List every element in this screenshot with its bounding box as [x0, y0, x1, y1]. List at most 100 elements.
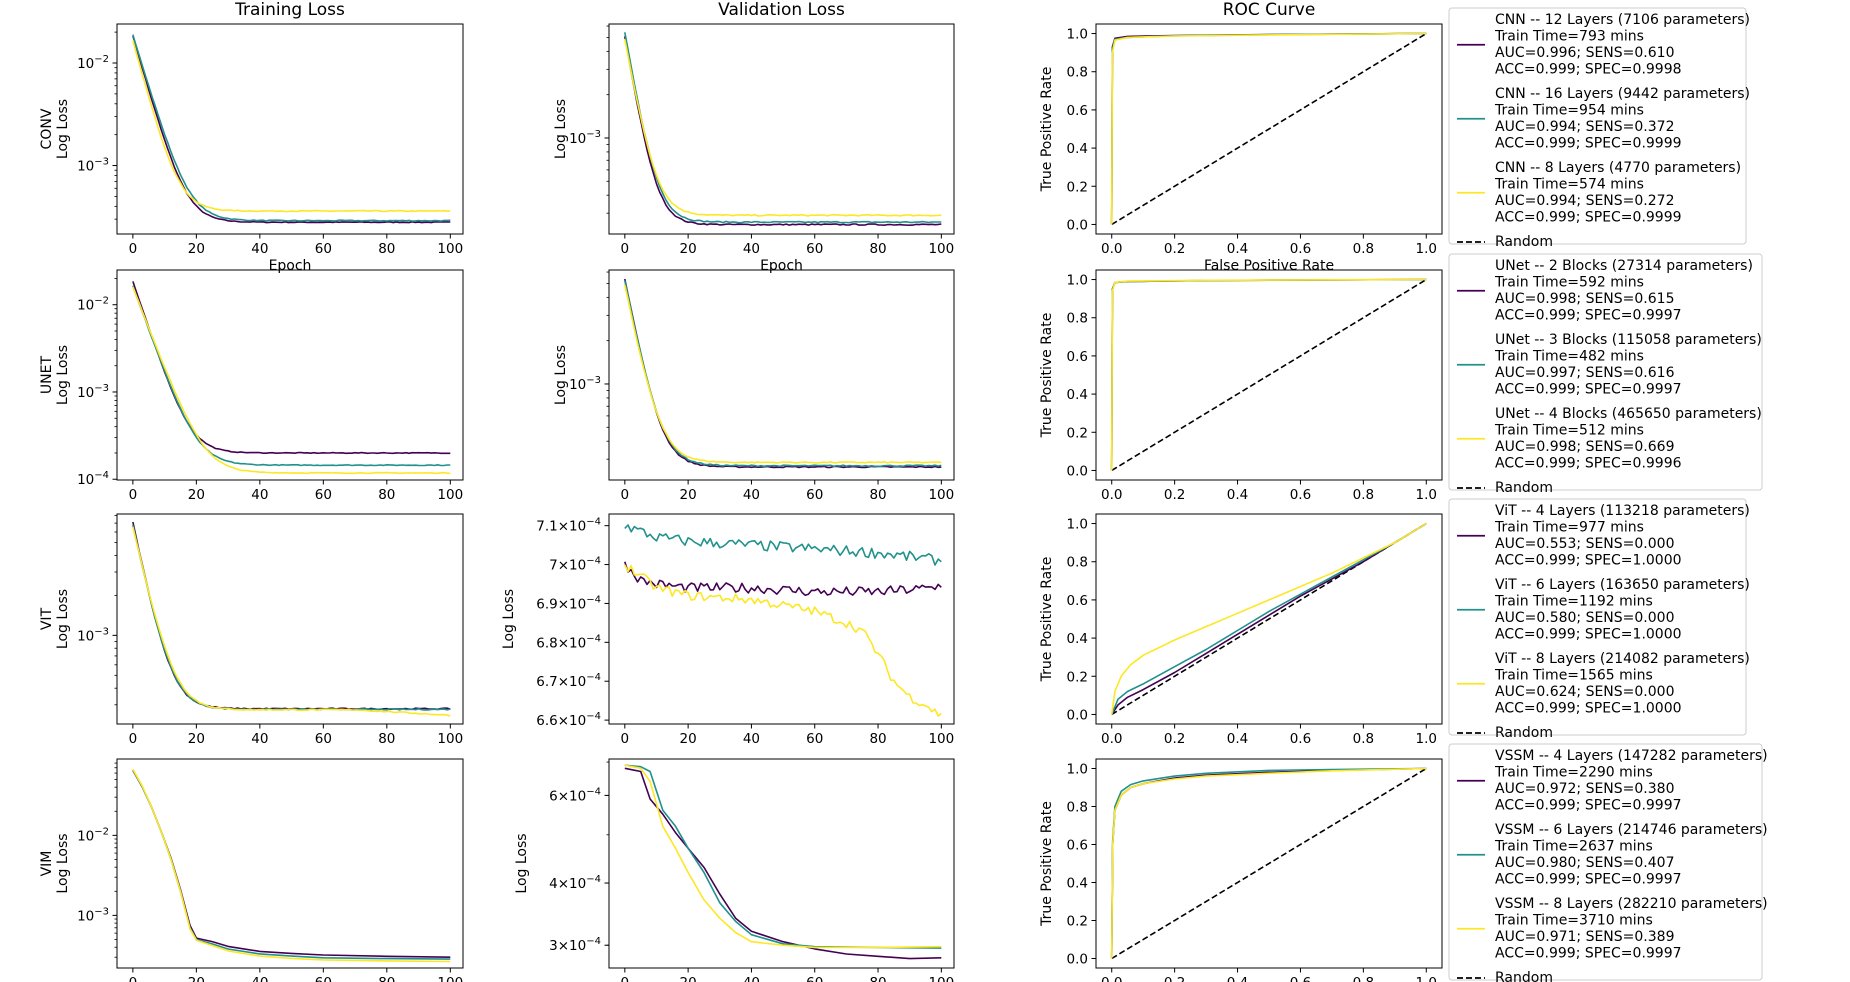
legend-text: AUC=0.972; SENS=0.380 [1495, 781, 1674, 797]
panel-r0-c2: 0.0 0.2 0.4 0.6 0.8 1.0 0.0 0.2 0.4 0.6 0.8 1.0 Fals… [1039, 7, 1750, 274]
x-tick-label: 1.0 [1416, 975, 1437, 982]
series-line-yellow [624, 564, 942, 717]
series-line-purple [132, 769, 451, 958]
axes-frame [116, 269, 464, 481]
x-tick-label: 0.6 [1290, 975, 1311, 982]
model-label: CONV [39, 108, 55, 149]
y-tick-label: 6.6×10−4 [536, 711, 601, 729]
y-tick-label: 10−2 [77, 54, 109, 72]
x-tick-label: 0.2 [1164, 487, 1185, 503]
legend-text: AUC=0.980; SENS=0.407 [1495, 855, 1674, 871]
legend-text: ACC=0.999; SPEC=1.0000 [1495, 553, 1682, 569]
x-tick-label: 100 [437, 975, 463, 982]
legend-box [1448, 498, 1747, 736]
x-tick-label: 100 [928, 487, 954, 503]
legend-text: Train Time=482 mins [1494, 349, 1644, 365]
model-label: UNET [39, 355, 55, 394]
x-tick-label: 0.0 [1101, 975, 1122, 982]
x-tick-label: 0.8 [1353, 975, 1374, 982]
x-axis-label: False Positive Rate [1204, 258, 1334, 274]
legend-text: CNN -- 16 Layers (9442 parameters) [1495, 86, 1750, 102]
x-tick-label: 100 [928, 975, 954, 982]
plot-area [132, 768, 451, 963]
legend-text: ACC=0.999; SPEC=0.9997 [1495, 872, 1682, 888]
y-tick-label: 0.2 [1067, 425, 1088, 441]
y-tick-label: 10−4 [77, 470, 109, 488]
y-tick-label: 0.6 [1067, 838, 1088, 854]
plot-area [132, 521, 451, 717]
legend-entry: VSSM -- 8 Layers (282210 parameters)Trai… [1457, 896, 1768, 962]
x-tick-label: 80 [869, 487, 886, 503]
x-tick-label: 80 [378, 487, 395, 503]
y-tick-label: 10−3 [569, 129, 601, 147]
y-tick-label: 0.8 [1067, 65, 1088, 81]
legend-text: AUC=0.553; SENS=0.000 [1495, 536, 1674, 552]
legend-box [1448, 7, 1747, 245]
y-tick-label: 0.6 [1067, 593, 1088, 609]
series-line-yellow [1110, 767, 1427, 959]
legend-text: Train Time=2290 mins [1494, 765, 1653, 781]
panel-r2-c2: 0.0 0.2 0.4 0.6 0.8 1.0 0.0 0.2 0.4 0.6 0.8 1.0 True… [1039, 498, 1750, 747]
x-tick-label: 1.0 [1416, 241, 1437, 257]
series-line-teal [132, 285, 451, 467]
legend-entry: VSSM -- 4 Layers (147282 parameters)Trai… [1457, 748, 1768, 814]
legend-entry: Random [1457, 480, 1553, 496]
legend-text: Train Time=977 mins [1494, 520, 1644, 536]
series-line-teal [1110, 522, 1427, 715]
legend-text: VSSM -- 8 Layers (282210 parameters) [1495, 896, 1768, 912]
axes-frame [116, 23, 464, 235]
x-tick-label: 20 [188, 487, 205, 503]
series-line-purple [624, 278, 942, 469]
plot-area [1110, 522, 1427, 716]
y-axis-label: True Positive Rate [1039, 557, 1055, 683]
column-title-2: ROC Curve [1223, 0, 1316, 20]
legend-text: VSSM -- 4 Layers (147282 parameters) [1495, 748, 1768, 764]
x-tick-label: 60 [315, 975, 332, 982]
x-tick-label: 1.0 [1416, 487, 1437, 503]
x-tick-label: 0.0 [1101, 487, 1122, 503]
x-tick-label: 80 [378, 731, 395, 747]
x-tick-label: 40 [743, 487, 760, 503]
axes-frame [608, 23, 955, 235]
y-tick-label: 10−3 [77, 626, 109, 644]
y-axis-label: Log Loss [55, 589, 71, 649]
x-tick-label: 0.8 [1353, 731, 1374, 747]
plot-area [1110, 767, 1427, 960]
y-tick-label: 6×10−4 [549, 786, 601, 804]
y-tick-label: 7.1×10−4 [536, 517, 601, 535]
series-line-yellow [132, 40, 451, 213]
x-tick-label: 0 [621, 975, 630, 982]
x-tick-label: 20 [188, 241, 205, 257]
x-tick-label: 80 [869, 241, 886, 257]
series-line-purple [624, 767, 942, 960]
y-tick-label: 6.9×10−4 [536, 594, 601, 612]
series-line-yellow [132, 768, 451, 963]
legend-text: ViT -- 8 Layers (214082 parameters) [1495, 651, 1750, 667]
x-tick-label: 20 [680, 487, 697, 503]
x-tick-label: 0.8 [1353, 487, 1374, 503]
y-tick-label: 0.8 [1067, 555, 1088, 571]
legend-text: Random [1495, 725, 1553, 741]
series-line-yellow [624, 38, 942, 217]
x-tick-label: 80 [869, 731, 886, 747]
y-tick-label: 3×10−4 [549, 936, 601, 954]
axes-frame [608, 513, 955, 725]
x-tick-label: 40 [743, 731, 760, 747]
legend-entry: ViT -- 6 Layers (163650 parameters)Train… [1457, 577, 1750, 643]
plot-area [1110, 278, 1427, 472]
axes-frame [1095, 269, 1443, 481]
y-tick-label: 0.2 [1067, 179, 1088, 195]
x-tick-label: 100 [437, 487, 463, 503]
y-axis-label: Log Loss [514, 833, 530, 893]
x-tick-label: 40 [251, 975, 268, 982]
y-tick-label: 1.0 [1067, 273, 1088, 289]
y-tick-label: 6.7×10−4 [536, 672, 601, 690]
legend-text: Train Time=512 mins [1494, 423, 1644, 439]
y-tick-label: 0.8 [1067, 311, 1088, 327]
plot-area [624, 764, 942, 960]
x-tick-label: 60 [806, 241, 823, 257]
legend-text: AUC=0.994; SENS=0.272 [1495, 193, 1674, 209]
legend-text: ACC=0.999; SPEC=0.9998 [1495, 62, 1682, 78]
